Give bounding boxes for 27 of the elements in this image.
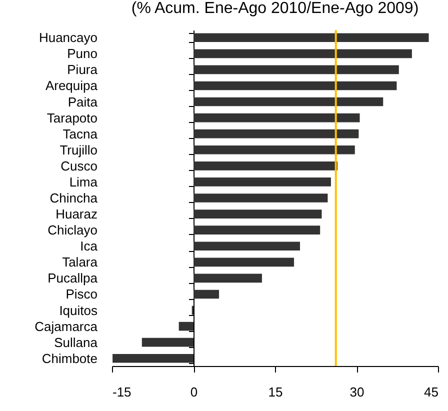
y-tick-label: Pucallpa <box>48 270 98 286</box>
y-tick-label: Ica <box>80 238 98 254</box>
y-tick-label: Pisco <box>66 286 98 302</box>
x-tick-label: 30 <box>350 384 364 400</box>
y-tick-label: Paita <box>68 94 98 110</box>
x-tick-label: 45 <box>424 384 438 400</box>
y-tick-label: Piura <box>67 62 98 78</box>
y-tick-label: Huaraz <box>56 206 98 222</box>
y-tick-label: Lima <box>69 174 98 190</box>
y-tick-label: Puno <box>67 46 98 62</box>
y-tick-label: Arequipa <box>45 78 98 94</box>
y-tick-label: Talara <box>62 254 98 270</box>
x-tick-label: 0 <box>190 384 198 400</box>
y-tick-label: Cusco <box>60 158 98 174</box>
y-tick-label: Iquitos <box>59 302 98 318</box>
y-tick-label: Tarapoto <box>46 110 98 126</box>
y-tick-label: Huancayo <box>38 30 98 46</box>
y-tick-label: Chincha <box>50 190 98 206</box>
y-tick-label: Trujillo <box>60 142 98 158</box>
x-tick-label: 15 <box>268 384 283 400</box>
y-tick-label: Chimbote <box>42 350 98 366</box>
x-tick-label: -15 <box>112 384 132 400</box>
y-tick-label: Cajamarca <box>34 318 98 334</box>
y-tick-label: Sullana <box>54 334 98 350</box>
chart-title: (% Acum. Ene-Ago 2010/Ene-Ago 2009) <box>131 0 419 17</box>
y-tick-label: Chiclayo <box>48 222 98 238</box>
y-tick-label: Tacna <box>62 126 98 142</box>
